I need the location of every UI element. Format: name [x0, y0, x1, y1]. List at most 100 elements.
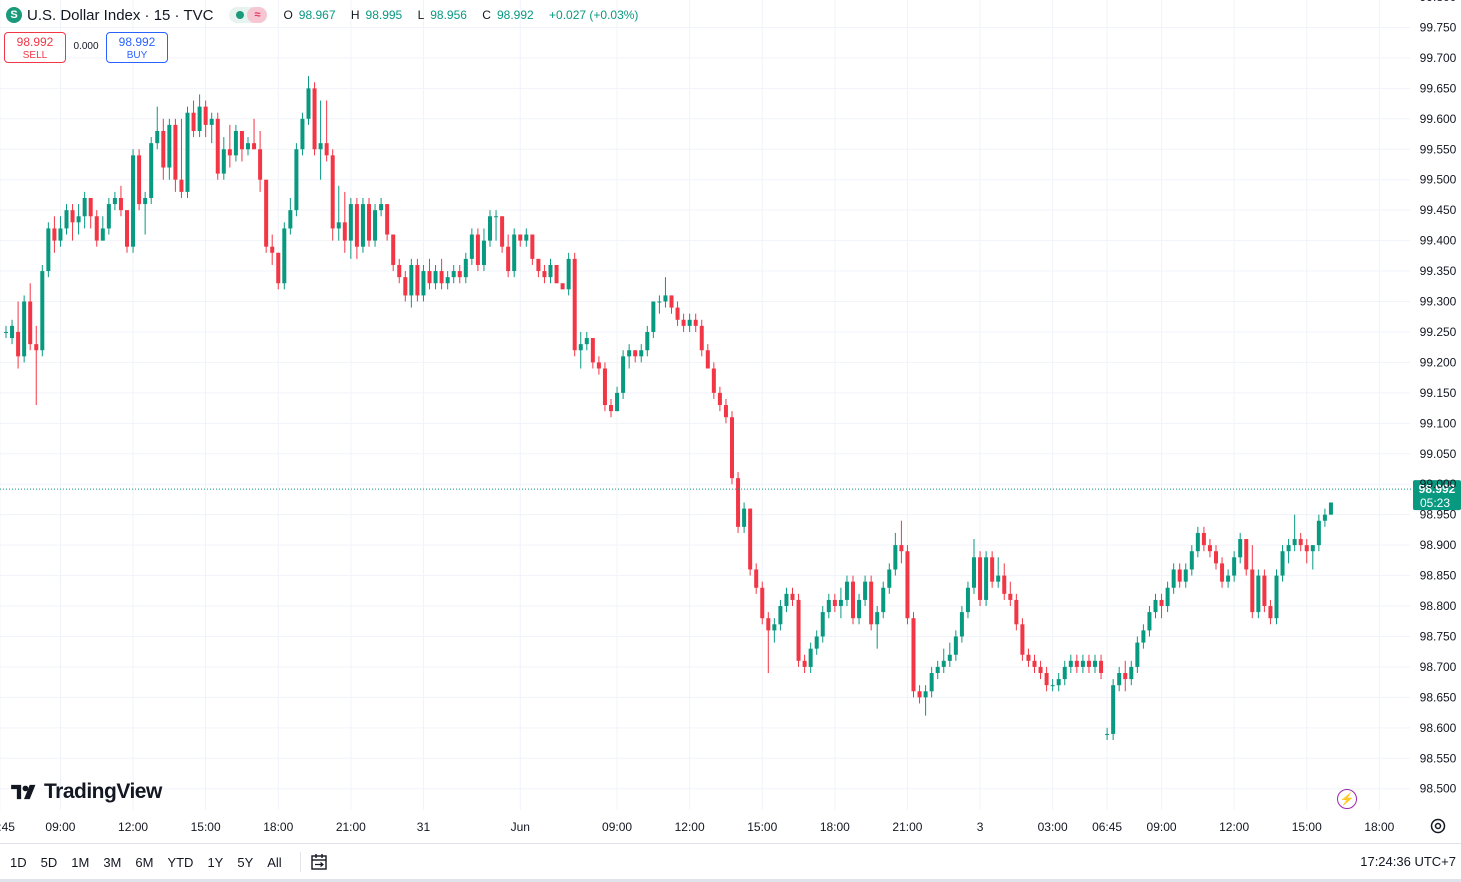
candle-body[interactable] [947, 654, 952, 661]
candle-body[interactable] [227, 149, 232, 156]
candle-body[interactable] [1183, 569, 1188, 582]
candle-body[interactable] [996, 575, 1001, 582]
candle-body[interactable] [645, 331, 650, 351]
candle-body[interactable] [367, 204, 371, 241]
candle-body[interactable] [978, 557, 983, 600]
candle-body[interactable] [324, 143, 329, 156]
candle-body[interactable] [663, 295, 668, 302]
candle-body[interactable] [717, 392, 722, 406]
candle-body[interactable] [360, 204, 365, 247]
candle-body[interactable] [16, 331, 21, 357]
candle-body[interactable] [881, 587, 886, 613]
candle-body[interactable] [1220, 563, 1225, 582]
candle-body[interactable] [669, 295, 674, 308]
candle-body[interactable] [524, 234, 529, 241]
clock-timezone[interactable]: 17:24:36 UTC+7 [1360, 854, 1456, 869]
candle-body[interactable] [481, 240, 486, 265]
candle-body[interactable] [52, 228, 57, 241]
candle-body[interactable] [403, 277, 408, 296]
candle-body[interactable] [1286, 545, 1291, 552]
candle-body[interactable] [796, 599, 801, 661]
candle-body[interactable] [1298, 539, 1303, 546]
candle-body[interactable] [1268, 606, 1273, 619]
candle-body[interactable] [312, 88, 317, 150]
candle-body[interactable] [1086, 660, 1091, 667]
candle-body[interactable] [1201, 532, 1206, 546]
candle-body[interactable] [748, 508, 753, 570]
candle-body[interactable] [1062, 666, 1067, 680]
candle-body[interactable] [1050, 685, 1055, 687]
market-status-indicator[interactable]: ≈ [229, 7, 268, 23]
candle-body[interactable] [766, 618, 771, 631]
candle-body[interactable] [294, 149, 299, 211]
candle-body[interactable] [239, 130, 244, 150]
candle-body[interactable] [221, 149, 226, 174]
candle-body[interactable] [463, 258, 468, 278]
candle-body[interactable] [887, 569, 892, 588]
candle-body[interactable] [911, 618, 916, 692]
candle-body[interactable] [1189, 551, 1194, 570]
lightning-icon[interactable]: ⚡ [1337, 789, 1357, 809]
candle-body[interactable] [808, 648, 813, 667]
candle-body[interactable] [609, 405, 613, 412]
candle-body[interactable] [191, 112, 196, 131]
candle-body[interactable] [1238, 539, 1243, 558]
candle-body[interactable] [209, 118, 214, 125]
buy-button[interactable]: 98.992 BUY [106, 32, 168, 63]
candle-body[interactable] [82, 197, 87, 217]
candle-body[interactable] [125, 210, 129, 247]
candle-body[interactable] [917, 691, 922, 698]
candle-body[interactable] [348, 204, 353, 241]
candle-body[interactable] [167, 124, 172, 168]
candle-body[interactable] [22, 301, 27, 357]
candle-body[interactable] [494, 216, 499, 218]
symbol-title[interactable]: U.S. Dollar Index · 15 · TVC [27, 6, 214, 24]
candle-body[interactable] [1322, 514, 1327, 521]
candle-body[interactable] [1214, 551, 1218, 564]
candle-body[interactable] [318, 143, 323, 150]
candle-body[interactable] [657, 301, 662, 303]
candle-body[interactable] [427, 271, 432, 284]
candle-body[interactable] [203, 106, 208, 125]
candle-body[interactable] [1038, 666, 1043, 674]
candle-body[interactable] [832, 599, 837, 607]
candle-body[interactable] [584, 338, 589, 345]
candle-body[interactable] [58, 228, 63, 241]
candle-body[interactable] [282, 228, 287, 284]
candle-body[interactable] [1280, 551, 1285, 576]
candle-body[interactable] [106, 204, 111, 229]
candle-body[interactable] [475, 234, 480, 265]
candle-body[interactable] [730, 417, 734, 479]
candle-body[interactable] [536, 258, 541, 272]
candle-body[interactable] [258, 149, 263, 180]
candle-body[interactable] [1159, 599, 1164, 607]
candle-body[interactable] [300, 118, 305, 150]
candle-body[interactable] [46, 228, 51, 272]
candle-body[interactable] [342, 222, 347, 241]
candle-body[interactable] [687, 319, 692, 326]
candle-body[interactable] [1153, 599, 1158, 613]
range-button-1m[interactable]: 1M [71, 854, 90, 870]
candle-body[interactable] [179, 179, 184, 192]
tradingview-logo[interactable]: TradingView [8, 778, 162, 806]
candle-body[interactable] [415, 264, 420, 296]
candle-body[interactable] [693, 319, 698, 326]
range-button-1y[interactable]: 1Y [207, 854, 224, 870]
candle-body[interactable] [905, 551, 910, 619]
candle-body[interactable] [596, 362, 601, 369]
candle-body[interactable] [984, 557, 989, 600]
candle-body[interactable] [875, 612, 880, 625]
candle-body[interactable] [500, 216, 505, 247]
candle-body[interactable] [1232, 557, 1237, 576]
candle-body[interactable] [512, 234, 517, 272]
candle-body[interactable] [1207, 545, 1212, 552]
candle-body[interactable] [1135, 642, 1140, 667]
candle-body[interactable] [554, 264, 559, 284]
candle-body[interactable] [1020, 624, 1025, 655]
candle-body[interactable] [70, 210, 75, 223]
range-button-all[interactable]: All [267, 854, 282, 870]
candle-body[interactable] [1068, 660, 1073, 667]
candle-body[interactable] [118, 197, 123, 211]
candle-body[interactable] [711, 368, 716, 393]
